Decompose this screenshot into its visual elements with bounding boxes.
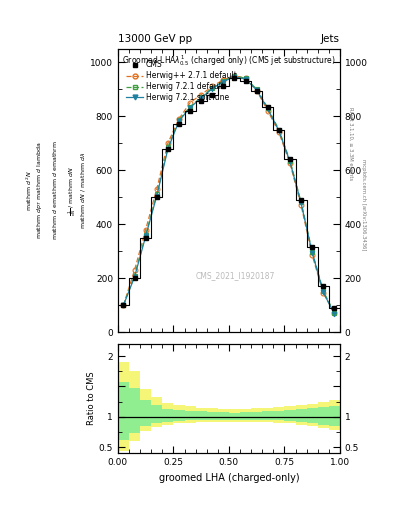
Text: mcplots.cern.ch [arXiv:1306.3436]: mcplots.cern.ch [arXiv:1306.3436]: [361, 159, 366, 250]
Text: Groomed LHA$\lambda^1_{0.5}$ (charged only) (CMS jet substructure): Groomed LHA$\lambda^1_{0.5}$ (charged on…: [122, 53, 336, 68]
X-axis label: groomed LHA (charged-only): groomed LHA (charged-only): [159, 473, 299, 482]
Text: Jets: Jets: [321, 33, 340, 44]
Y-axis label: Ratio to CMS: Ratio to CMS: [87, 372, 96, 425]
Legend: CMS, Herwig++ 2.7.1 default, Herwig 7.2.1 default, Herwig 7.2.1 softTune: CMS, Herwig++ 2.7.1 default, Herwig 7.2.…: [124, 58, 239, 104]
Text: Rivet 3.1.10, ≥ 3.3M events: Rivet 3.1.10, ≥ 3.3M events: [349, 106, 353, 180]
Y-axis label: mathrm $d^2N$
mathrm $dp_T$ mathrm $d$ lambda

mathrm $d$ emathrm $d$ emathrm

$: mathrm $d^2N$ mathrm $dp_T$ mathrm $d$ l…: [24, 140, 87, 241]
Text: 13000 GeV pp: 13000 GeV pp: [118, 33, 192, 44]
Text: CMS_2021_I1920187: CMS_2021_I1920187: [196, 271, 275, 280]
